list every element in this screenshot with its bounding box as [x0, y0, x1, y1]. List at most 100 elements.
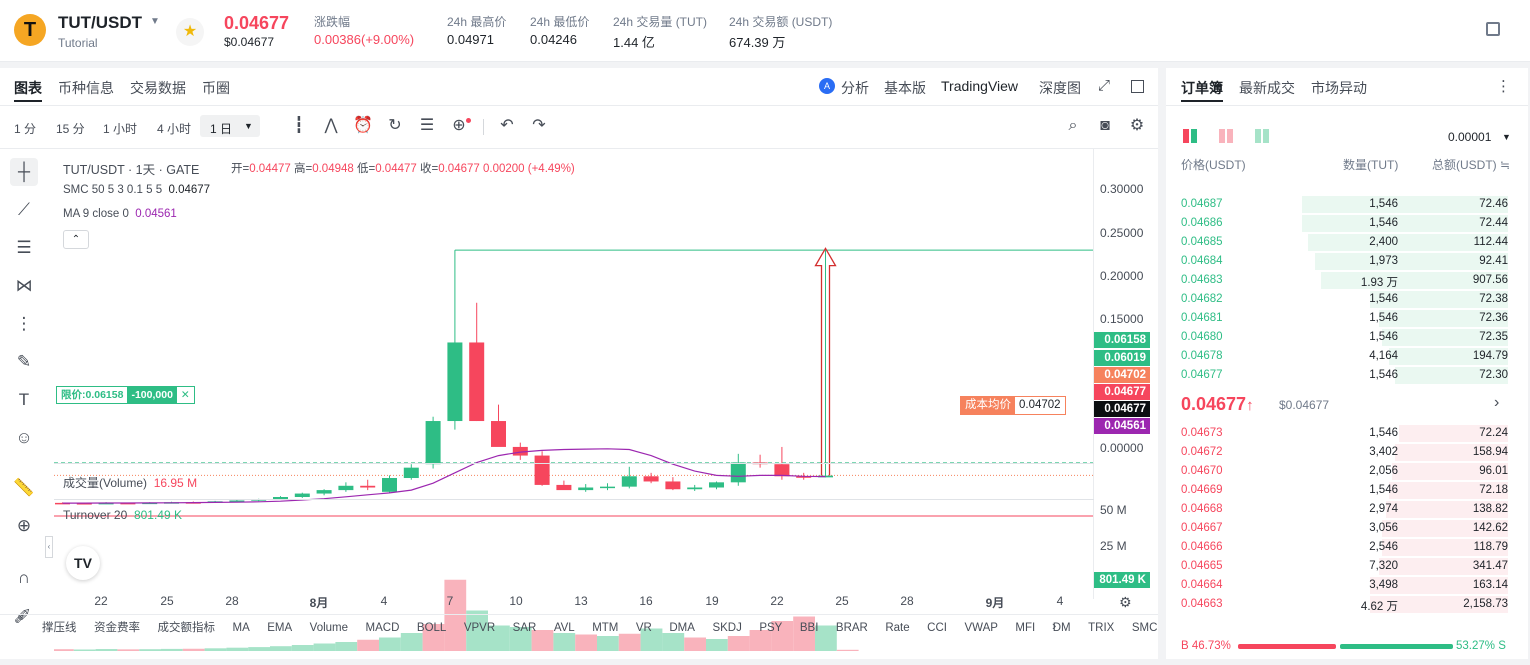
limit-order-line-label[interactable]: 限价:0.06158 -100,000 ✕ — [56, 386, 195, 404]
indicator-item[interactable]: MFI — [1015, 622, 1036, 634]
indicator-item[interactable]: DMA — [669, 622, 695, 634]
view-depth[interactable]: 深度图 — [1039, 80, 1081, 96]
trendline-icon[interactable]: ⟋ — [18, 200, 30, 219]
lock-drawing-icon[interactable]: ✐ — [16, 606, 32, 625]
indicator-item[interactable]: MACD — [365, 622, 400, 634]
candle-type-icon[interactable]: ┇ — [294, 117, 304, 134]
bid-row[interactable]: 0.04668 2,974 138.82 — [1166, 500, 1528, 519]
tab-trade-data[interactable]: 交易数据 — [130, 80, 186, 96]
tab-latest-trades[interactable]: 最新成交 — [1239, 80, 1295, 96]
indicator-item[interactable]: VR — [635, 622, 652, 634]
bid-row[interactable]: 0.04673 1,546 72.24 — [1166, 424, 1528, 443]
indicator-scroll-right-icon[interactable]: › — [1052, 618, 1057, 633]
tab-chart[interactable]: 图表 — [14, 80, 42, 96]
magnet-icon[interactable]: ∩ — [17, 568, 31, 587]
indicator-item[interactable]: 资金费率 — [94, 622, 140, 634]
timeframe-1d[interactable]: 1 日 — [210, 122, 233, 136]
bid-row[interactable]: 0.04665 7,320 341.47 — [1166, 557, 1528, 576]
indicator-item[interactable]: BOLL — [416, 622, 447, 634]
timeframe-dropdown-icon[interactable]: ▼ — [244, 121, 253, 131]
crosshair-icon[interactable]: ┼ — [10, 158, 38, 186]
indicators-icon[interactable]: ⋀ — [324, 117, 338, 134]
ask-row[interactable]: 0.04678 4,164 194.79 — [1166, 347, 1528, 366]
bid-row[interactable]: 0.04664 3,498 163.14 — [1166, 576, 1528, 595]
redo-icon[interactable]: ↷ — [532, 117, 546, 134]
view-asks-icon[interactable] — [1219, 129, 1233, 143]
bid-row[interactable]: 0.04663 4.62 万 2,158.73 — [1166, 595, 1528, 614]
bid-row[interactable]: 0.04669 1,546 72.18 — [1166, 481, 1528, 500]
bid-row[interactable]: 0.04670 2,056 96.01 — [1166, 462, 1528, 481]
tab-orderbook[interactable]: 订单簿 — [1181, 80, 1223, 96]
bid-row[interactable]: 0.04667 3,056 142.62 — [1166, 519, 1528, 538]
ma-indicator[interactable]: MA 9 close 0 0.04561 — [63, 208, 177, 220]
indicator-item[interactable]: Volume — [309, 622, 349, 634]
timeframe-15m[interactable]: 15 分 — [56, 122, 85, 136]
col-total[interactable]: 总额(USDT) ≒ — [1432, 158, 1511, 172]
bid-row[interactable]: 0.04672 3,402 158.94 — [1166, 443, 1528, 462]
indicator-item[interactable]: SMC — [1131, 622, 1158, 634]
pattern-icon[interactable]: ⋈ — [15, 276, 33, 295]
emoji-icon[interactable]: ☺ — [15, 428, 33, 447]
alert-icon[interactable]: ⏰ — [353, 117, 373, 134]
view-analysis[interactable]: 分析 — [841, 80, 869, 96]
indicator-item[interactable]: DM — [1052, 622, 1071, 634]
indicator-item[interactable]: MA — [232, 622, 250, 634]
search-icon[interactable]: ⌕ — [1068, 117, 1078, 134]
cancel-order-icon[interactable]: ✕ — [180, 389, 190, 401]
view-tradingview[interactable]: TradingView — [941, 78, 1019, 94]
brush-icon[interactable]: ✎ — [16, 352, 32, 371]
smc-indicator[interactable]: SMC 50 5 3 0.1 5 5 0.04677 — [63, 184, 211, 196]
view-both-icon[interactable] — [1183, 129, 1197, 143]
pair-dropdown-icon[interactable]: ▼ — [150, 16, 160, 27]
bid-row[interactable]: 0.04666 2,546 118.79 — [1166, 538, 1528, 557]
ask-row[interactable]: 0.04684 1,973 92.41 — [1166, 252, 1528, 271]
timeframe-4h[interactable]: 4 小时 — [157, 122, 192, 136]
indicator-menu-icon[interactable]: ✐ — [14, 612, 25, 627]
ask-row[interactable]: 0.04687 1,546 72.46 — [1166, 195, 1528, 214]
camera-icon[interactable]: ◙ — [1100, 117, 1110, 134]
ask-row[interactable]: 0.04682 1,546 72.38 — [1166, 290, 1528, 309]
timeframe-1m[interactable]: 1 分 — [14, 122, 37, 136]
zoom-in-icon[interactable]: ⊕ — [16, 516, 32, 535]
volume-indicator[interactable]: 成交量(Volume) 16.95 M — [63, 476, 198, 490]
indicator-item[interactable]: Rate — [885, 622, 910, 634]
indicator-item[interactable]: EMA — [267, 622, 293, 634]
projection-icon[interactable]: ⋮ — [15, 314, 33, 333]
template-icon[interactable]: ☰ — [419, 117, 435, 134]
tab-coin-circle[interactable]: 币圈 — [202, 80, 230, 96]
indicator-item[interactable]: AVL — [553, 622, 575, 634]
tab-coin-info[interactable]: 币种信息 — [58, 80, 114, 96]
timeframe-1h[interactable]: 1 小时 — [103, 122, 138, 136]
indicator-item[interactable]: 成交额指标 — [157, 622, 216, 634]
tab-market-moves[interactable]: 市场异动 — [1311, 80, 1367, 96]
book-icon[interactable] — [1486, 22, 1500, 36]
turnover-indicator[interactable]: Turnover 20 801.49 K — [63, 508, 182, 522]
mid-chevron-icon[interactable]: › — [1494, 394, 1500, 411]
ruler-icon[interactable]: 📏 — [13, 478, 35, 497]
indicator-item[interactable]: SAR — [512, 622, 537, 634]
indicator-item[interactable]: BRAR — [835, 622, 868, 634]
collapse-toolbar-icon[interactable]: ‹ — [45, 536, 53, 558]
fullscreen-icon[interactable]: ⤢ — [1098, 77, 1111, 94]
chart-settings-icon[interactable]: ⚙ — [1119, 594, 1132, 610]
ask-row[interactable]: 0.04681 1,546 72.36 — [1166, 309, 1528, 328]
ask-row[interactable]: 0.04683 1.93 万 907.56 — [1166, 271, 1528, 290]
more-menu-icon[interactable]: ⋮ — [1496, 78, 1511, 95]
undo-icon[interactable]: ↶ — [500, 117, 514, 134]
view-bids-icon[interactable] — [1255, 129, 1269, 143]
ask-row[interactable]: 0.04677 1,546 72.30 — [1166, 366, 1528, 385]
indicator-item[interactable]: VWAP — [964, 622, 998, 634]
favorite-star-icon[interactable]: ★ — [176, 18, 204, 46]
indicator-item[interactable]: SKDJ — [712, 622, 742, 634]
indicator-item[interactable]: 撑压线 — [42, 622, 77, 634]
indicator-item[interactable]: CCI — [927, 622, 947, 634]
collapse-legend-icon[interactable]: ⌃ — [63, 230, 89, 249]
candlestick-chart[interactable] — [54, 149, 1094, 665]
precision-select[interactable]: 0.00001 — [1448, 130, 1492, 144]
indicator-item[interactable]: VPVR — [463, 622, 496, 634]
text-tool-icon[interactable]: T — [18, 390, 30, 409]
fib-lines-icon[interactable]: ☰ — [16, 238, 32, 257]
settings-icon[interactable]: ⚙ — [1129, 117, 1145, 134]
ask-row[interactable]: 0.04680 1,546 72.35 — [1166, 328, 1528, 347]
ask-row[interactable]: 0.04685 2,400 112.44 — [1166, 233, 1528, 252]
